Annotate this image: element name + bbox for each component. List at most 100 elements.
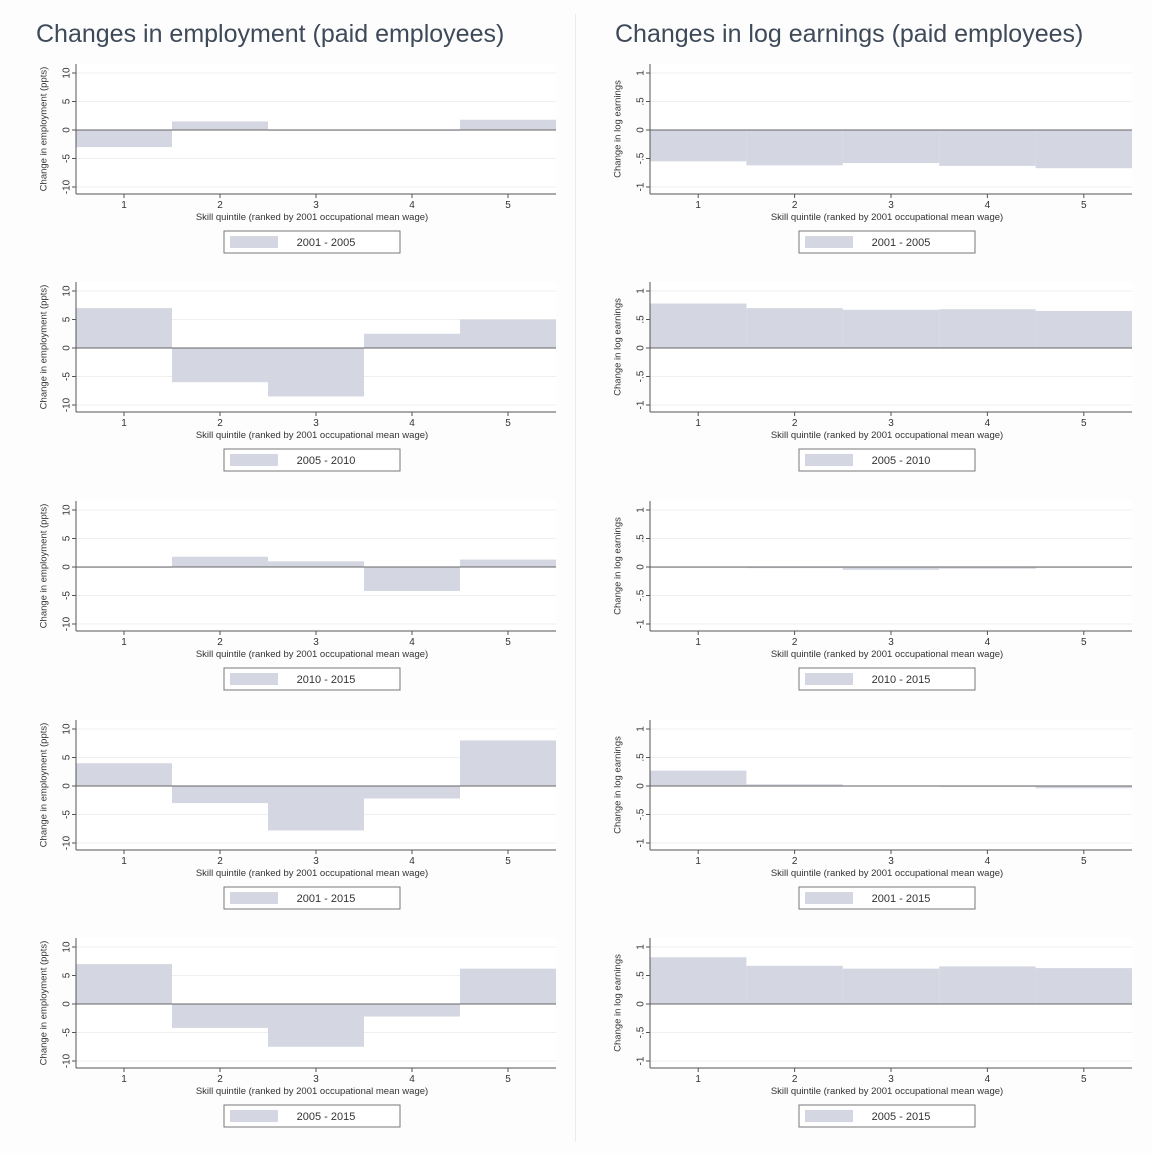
bar <box>460 119 556 130</box>
x-tick-label: 5 <box>505 856 511 867</box>
bar <box>842 309 940 348</box>
bar <box>1035 786 1132 789</box>
y-tick-label: .5 <box>636 753 647 762</box>
x-tick-label: 4 <box>985 1074 991 1085</box>
legend-swatch <box>230 673 278 685</box>
legend-label: 2005 - 2010 <box>297 455 356 467</box>
y-tick-label: -5 <box>62 372 73 381</box>
y-tick-label: -.5 <box>636 152 647 164</box>
x-axis-title: Skill quintile (ranked by 2001 occupatio… <box>771 868 1003 879</box>
y-tick-label: 0 <box>636 345 647 351</box>
bar <box>364 333 460 348</box>
employment-chart-2: 10 5 0 -5 -10 1 2 3 4 5 Skill quintile (ranked by … <box>39 282 556 472</box>
plot-area <box>650 501 1132 631</box>
employment-chart-3: 10 5 0 -5 -10 1 2 3 4 5 Skill quintile (ranked by … <box>39 501 556 691</box>
y-tick-label: -.5 <box>636 370 647 382</box>
bar <box>364 1004 460 1017</box>
x-axis-title: Skill quintile (ranked by 2001 occupatio… <box>771 430 1003 441</box>
y-tick-label: -10 <box>62 397 73 412</box>
legend-label: 2005 - 2015 <box>872 1111 931 1123</box>
legend-label: 2001 - 2015 <box>297 893 356 905</box>
column-divider <box>575 14 576 1142</box>
x-tick-label: 5 <box>1081 200 1087 211</box>
x-tick-label: 1 <box>695 1074 701 1085</box>
bar <box>939 130 1036 166</box>
legend-swatch <box>230 892 278 904</box>
x-tick-label: 3 <box>888 856 894 867</box>
y-tick-label: 10 <box>62 67 73 79</box>
x-tick-label: 5 <box>1081 637 1087 648</box>
x-tick-label: 1 <box>121 1074 127 1085</box>
bar <box>650 130 747 162</box>
y-tick-label: -5 <box>62 154 73 163</box>
y-axis-title: Change in employment (ppts) <box>39 285 50 410</box>
bar <box>1035 968 1132 1004</box>
y-axis-title: Change in log earnings <box>613 517 624 615</box>
y-tick-label: 0 <box>62 564 73 570</box>
x-axis-title: Skill quintile (ranked by 2001 occupatio… <box>771 1086 1003 1097</box>
y-tick-label: -5 <box>62 810 73 819</box>
employment-chart-4: 10 5 0 -5 -10 1 2 3 4 5 Skill quintile (ranked by … <box>39 720 556 910</box>
bar <box>746 965 843 1004</box>
x-tick-label: 2 <box>792 637 798 648</box>
y-tick-label: -.5 <box>636 589 647 601</box>
y-axis-title: Change in log earnings <box>613 80 624 178</box>
bar <box>746 308 843 348</box>
x-tick-label: 3 <box>313 856 319 867</box>
x-tick-label: 2 <box>792 856 798 867</box>
y-tick-label: -10 <box>62 1053 73 1068</box>
y-tick-label: -10 <box>62 616 73 631</box>
x-tick-label: 5 <box>505 637 511 648</box>
bar <box>842 567 940 570</box>
x-tick-label: 4 <box>409 1074 415 1085</box>
x-tick-label: 2 <box>792 418 798 429</box>
x-axis-title: Skill quintile (ranked by 2001 occupatio… <box>196 649 428 660</box>
x-tick-label: 4 <box>985 637 991 648</box>
bar <box>76 308 172 348</box>
x-tick-label: 3 <box>313 418 319 429</box>
earnings-chart-2: 1 .5 0 -.5 -1 1 2 3 4 5 Skill quintile (ranked by … <box>613 282 1132 472</box>
y-tick-label: 1 <box>636 726 647 732</box>
y-tick-label: 5 <box>62 535 73 541</box>
y-tick-label: 5 <box>62 98 73 104</box>
x-tick-label: 4 <box>409 637 415 648</box>
legend-label: 2010 - 2015 <box>297 674 356 686</box>
bar <box>939 966 1036 1004</box>
legend-swatch <box>805 454 853 466</box>
bar <box>650 303 747 348</box>
employment-chart-5: 10 5 0 -5 -10 1 2 3 4 5 Skill quintile (ranked by … <box>39 938 556 1128</box>
bar <box>842 968 940 1004</box>
y-tick-label: -5 <box>62 591 73 600</box>
legend-swatch <box>230 454 278 466</box>
y-tick-label: -1 <box>636 182 647 191</box>
x-tick-label: 1 <box>121 856 127 867</box>
y-tick-label: -1 <box>636 619 647 628</box>
y-axis-title: Change in log earnings <box>613 298 624 396</box>
y-tick-label: 0 <box>62 783 73 789</box>
legend-swatch <box>805 1110 853 1122</box>
y-tick-label: 1 <box>636 507 647 513</box>
x-tick-label: 5 <box>505 200 511 211</box>
legend-label: 2010 - 2015 <box>872 674 931 686</box>
x-axis-title: Skill quintile (ranked by 2001 occupatio… <box>771 649 1003 660</box>
bar <box>172 1004 268 1028</box>
y-axis-title: Change in employment (ppts) <box>39 504 50 629</box>
x-tick-label: 1 <box>121 200 127 211</box>
bar <box>746 567 843 569</box>
x-tick-label: 5 <box>505 418 511 429</box>
bar <box>76 130 172 148</box>
x-tick-label: 2 <box>217 856 223 867</box>
bar <box>268 1004 364 1047</box>
legend-label: 2001 - 2005 <box>297 237 356 249</box>
y-axis-title: Change in log earnings <box>613 954 624 1052</box>
x-tick-label: 5 <box>1081 856 1087 867</box>
y-tick-label: 1 <box>636 70 647 76</box>
legend-label: 2001 - 2015 <box>872 893 931 905</box>
bar <box>76 964 172 1004</box>
bar <box>364 786 460 799</box>
bar <box>460 740 556 786</box>
legend-label: 2001 - 2005 <box>872 237 931 249</box>
x-tick-label: 3 <box>888 200 894 211</box>
